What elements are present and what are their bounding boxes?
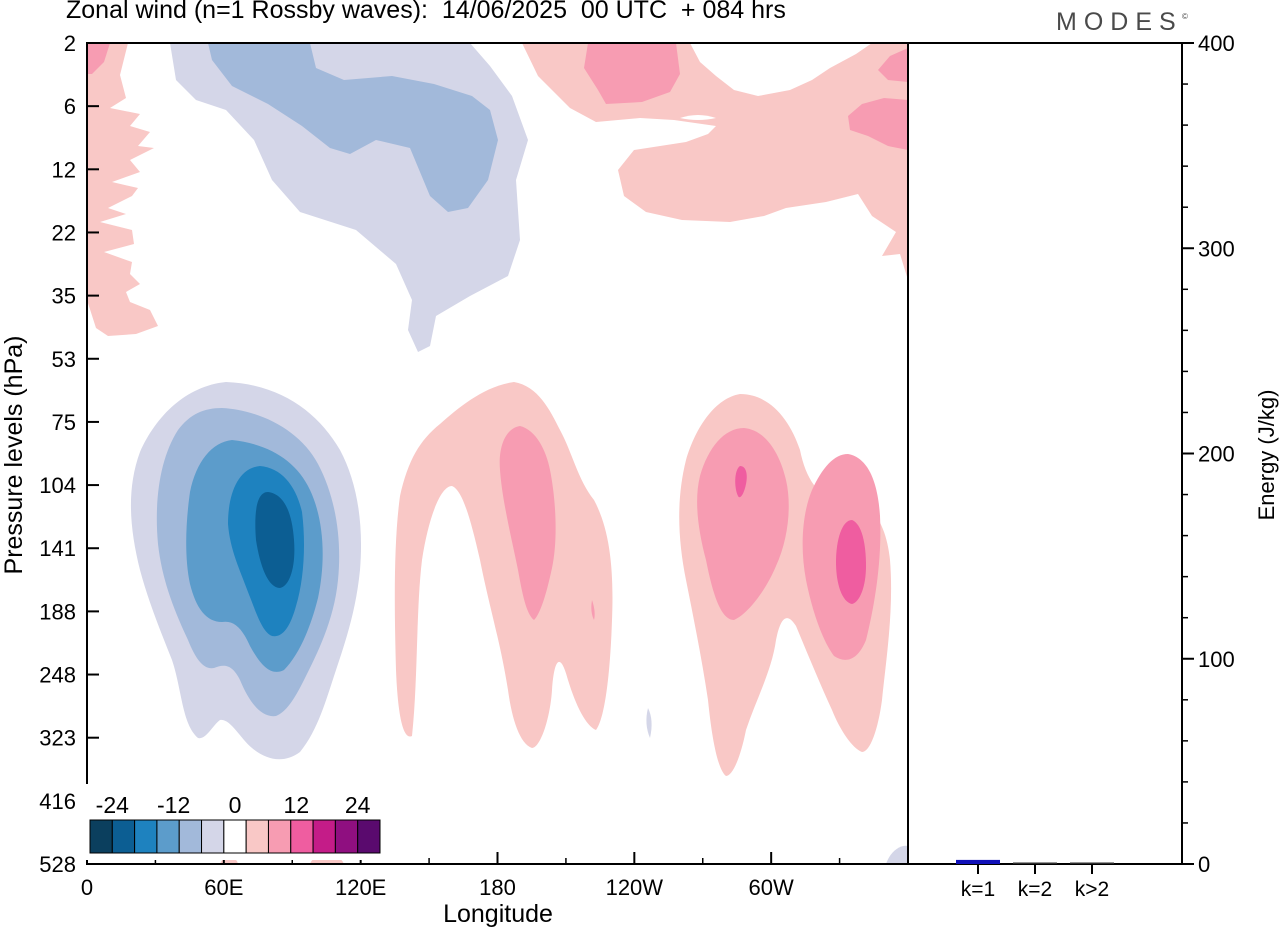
y-tick-label: 75: [52, 410, 76, 435]
colorbar-swatch: [178, 819, 203, 854]
axes-layer: 0 60E 120E 180 120W 60W 2 6 12 22 35 53 75 104 141 188 2…: [39, 31, 1234, 900]
energy-tick-label: 0: [1198, 852, 1210, 877]
contour-pos-mid-1: [394, 382, 613, 748]
logo-copyright-mark: ©: [1182, 12, 1188, 21]
contour-pos-upper-right: [522, 43, 908, 280]
energy-plot-frame: [907, 42, 1183, 865]
contour-pos-mid-3: [591, 600, 595, 620]
colorbar-tick-label: -24: [96, 792, 129, 818]
contour-pos-upper-left: [87, 43, 158, 336]
colorbar-swatch: [357, 819, 381, 854]
y-axis-label: Pressure levels (hPa): [0, 336, 28, 575]
contour-field: [87, 43, 908, 864]
colorbar-swatch: [156, 819, 180, 854]
x-tick-label: 60E: [204, 875, 243, 900]
contour-neg-upper-inner: [208, 43, 498, 212]
y-tick-label: 141: [39, 536, 76, 561]
y-tick-label: 104: [39, 473, 76, 498]
y-tick-label: 35: [52, 284, 76, 309]
y-tick-label: 528: [39, 852, 76, 877]
energy-tick-label: 200: [1198, 442, 1235, 467]
x-tick-label: 180: [479, 875, 516, 900]
colorbar-swatch: [111, 819, 136, 854]
contour-pos-right-5: [735, 466, 747, 498]
colorbar-swatch: [290, 819, 314, 854]
energy-bar-k>2: [1070, 862, 1114, 864]
colorbar-swatch: [245, 819, 269, 854]
colorbar-swatch: [201, 819, 225, 854]
y-tick-label: 248: [39, 663, 76, 688]
contour-pos-upper-right-2: [584, 43, 680, 104]
y-tick-label: 188: [39, 599, 76, 624]
contour-pos-upper-right-hole-2: [690, 43, 872, 96]
colorbar: -24 -12 0 12 24: [86, 784, 384, 860]
energy-bar-k=1: [956, 859, 1000, 864]
x-axis-label: Longitude: [443, 900, 553, 928]
chart-title: Zonal wind (n=1 Rossby waves): 14/06/202…: [66, 0, 786, 24]
energy-tick-label: 100: [1198, 647, 1235, 672]
energy-tick-label: 300: [1198, 236, 1235, 261]
y-tick-label: 323: [39, 726, 76, 751]
colorbar-tick-label: 12: [284, 792, 310, 818]
colorbar-tick-label: -12: [157, 792, 190, 818]
x-tick-label: 120W: [606, 875, 664, 900]
modes-logo: MODES: [1056, 8, 1183, 36]
contour-pos-right-4: [836, 520, 866, 604]
contour-pos-upper-right-hole: [680, 115, 716, 120]
y-tick-label: 12: [52, 157, 76, 182]
contour-pos-upper-right-3: [848, 98, 908, 150]
energy-category-label: k>2: [1075, 878, 1109, 901]
colorbar-swatch: [134, 819, 158, 854]
contour-pos-mid-2: [499, 426, 556, 620]
colorbar-swatch: [223, 819, 247, 854]
energy-tick-label: 400: [1198, 31, 1235, 56]
colorbar-swatch: [89, 819, 113, 854]
contour-neg-lower-5: [255, 492, 295, 588]
colorbar-swatch: [312, 819, 336, 854]
y-tick-label: 416: [39, 789, 76, 814]
x-tick-label: 60W: [749, 875, 794, 900]
energy-bars: k=1 k=2 k>2: [956, 859, 1114, 901]
colorbar-swatch: [334, 819, 359, 854]
y-tick-label: 53: [52, 347, 76, 372]
energy-category-label: k=1: [961, 878, 995, 901]
colorbar-swatch: [267, 819, 292, 854]
contour-neg-spot: [646, 708, 652, 738]
x-tick-label: 120E: [335, 875, 386, 900]
energy-bar-k=2: [1013, 862, 1057, 864]
energy-axis-label: Energy (J/kg): [1254, 390, 1279, 521]
contour-pos-right-2: [697, 428, 789, 620]
contour-neg-bottom-3: [886, 845, 908, 864]
y-tick-label: 6: [64, 94, 76, 119]
x-tick-label: 0: [81, 875, 93, 900]
contour-pos-upper-right-4: [878, 48, 908, 82]
energy-category-label: k=2: [1018, 878, 1052, 901]
colorbar-tick-label: 24: [345, 792, 371, 818]
y-tick-label: 22: [52, 220, 76, 245]
y-tick-label: 2: [64, 31, 76, 56]
contour-pos-upper-left-2: [87, 43, 110, 74]
colorbar-tick-label: 0: [229, 792, 242, 818]
